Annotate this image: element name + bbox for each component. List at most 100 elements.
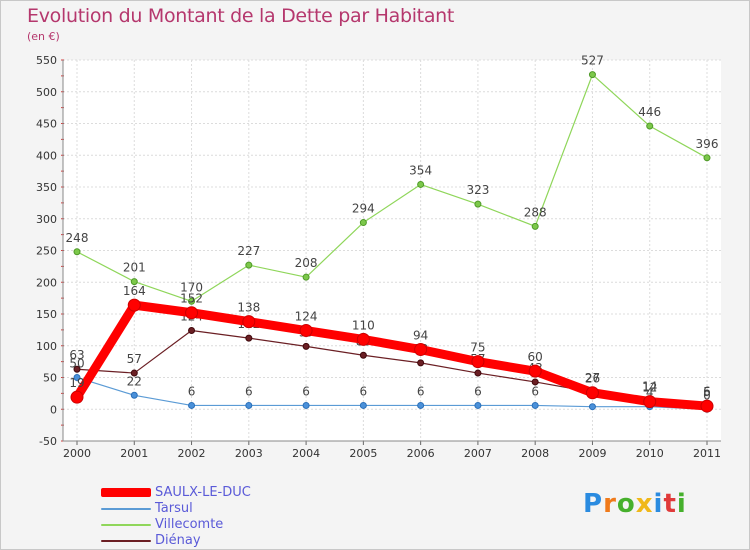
logo-letter: t [663,489,677,519]
x-tick-label: 2009 [578,447,606,460]
data-label: 12 [642,381,657,395]
data-point [73,374,81,381]
data-point [302,342,310,350]
logo-letter: r [603,489,617,519]
data-label: 94 [413,329,428,343]
data-point [531,401,539,409]
data-point [188,401,196,409]
data-label: 354 [409,163,432,177]
x-tick-label: 2001 [120,447,148,460]
data-label: 75 [470,341,485,355]
data-point [245,401,253,409]
data-label: 50 [69,357,84,371]
data-point [417,180,425,188]
data-point [643,395,657,409]
data-label: 288 [524,205,547,219]
data-label: 446 [638,105,661,119]
data-label: 527 [581,54,604,68]
data-point [474,200,482,208]
proxiti-logo: Proxiti [583,489,687,519]
data-label: 6 [474,384,482,398]
logo-letter: i [653,489,664,519]
data-point [185,306,199,320]
data-label: 22 [127,374,142,388]
x-tick-label: 2006 [407,447,435,460]
data-point [417,401,425,409]
data-label: 6 [188,384,196,398]
data-point [359,351,367,359]
data-label: 57 [127,352,142,366]
data-point [299,324,313,338]
legend-label: SAULX-LE-DUC [155,485,251,500]
logo-letter: i [676,489,687,519]
data-label: 6 [703,384,711,398]
data-label: 208 [295,256,318,270]
data-point [127,298,141,312]
data-point [188,327,196,335]
data-point [73,365,81,373]
legend-swatch [101,540,151,542]
x-tick-label: 2007 [464,447,492,460]
x-tick-label: 2004 [292,447,320,460]
y-tick-label: 300 [36,213,57,226]
data-point [130,391,138,399]
logo-letter: P [583,489,604,519]
legend-swatch [101,508,151,510]
data-label: 27 [585,371,600,385]
data-label: 6 [531,384,539,398]
data-point [417,359,425,367]
data-point [588,71,596,79]
data-label: 4 [646,386,654,400]
data-point [414,343,428,357]
x-tick-label: 2002 [178,447,206,460]
y-tick-label: -50 [39,435,57,448]
data-point [359,401,367,409]
data-label: 396 [696,137,719,151]
data-point [700,399,714,413]
data-point [242,315,256,329]
data-label: 6 [302,384,310,398]
x-tick-label: 2008 [521,447,549,460]
logo-letter: o [616,489,636,519]
data-label: 201 [123,261,146,275]
series-villecomte: 248 201 170 227 208 294 354 323 288 527 446 396 [66,54,719,305]
x-tick-label: 2000 [63,447,91,460]
data-label: 138 [237,301,260,315]
legend-swatch [101,524,151,526]
data-point [359,219,367,227]
data-label: 110 [352,318,375,332]
y-tick-label: 450 [36,118,57,131]
data-label: 124 [295,310,318,324]
data-point [646,122,654,130]
data-label: 6 [417,384,425,398]
logo-letter: x [635,489,654,519]
data-point [302,273,310,281]
y-tick-label: 200 [36,276,57,289]
data-point [188,297,196,305]
data-point [703,154,711,162]
x-tick-label: 2011 [693,447,721,460]
data-point [471,355,485,369]
data-label: 227 [237,244,260,258]
data-point [588,403,596,411]
data-point [531,222,539,230]
data-label: 14 [642,379,657,393]
y-tick-label: 400 [36,149,57,162]
chart-title: Evolution du Montant de la Dette par Hab… [27,5,455,27]
data-point [474,369,482,377]
y-tick-label: 550 [36,54,57,67]
y-tick-label: 250 [36,245,57,258]
data-point [585,386,599,400]
chart-unit-label: (en €) [27,30,60,43]
y-tick-label: 100 [36,340,57,353]
y-tick-label: 500 [36,86,57,99]
data-point [528,364,542,378]
legend-swatch [101,488,151,497]
data-label: 6 [245,384,253,398]
data-label: 152 [180,292,203,306]
series-line [76,376,708,410]
x-tick-label: 2005 [349,447,377,460]
